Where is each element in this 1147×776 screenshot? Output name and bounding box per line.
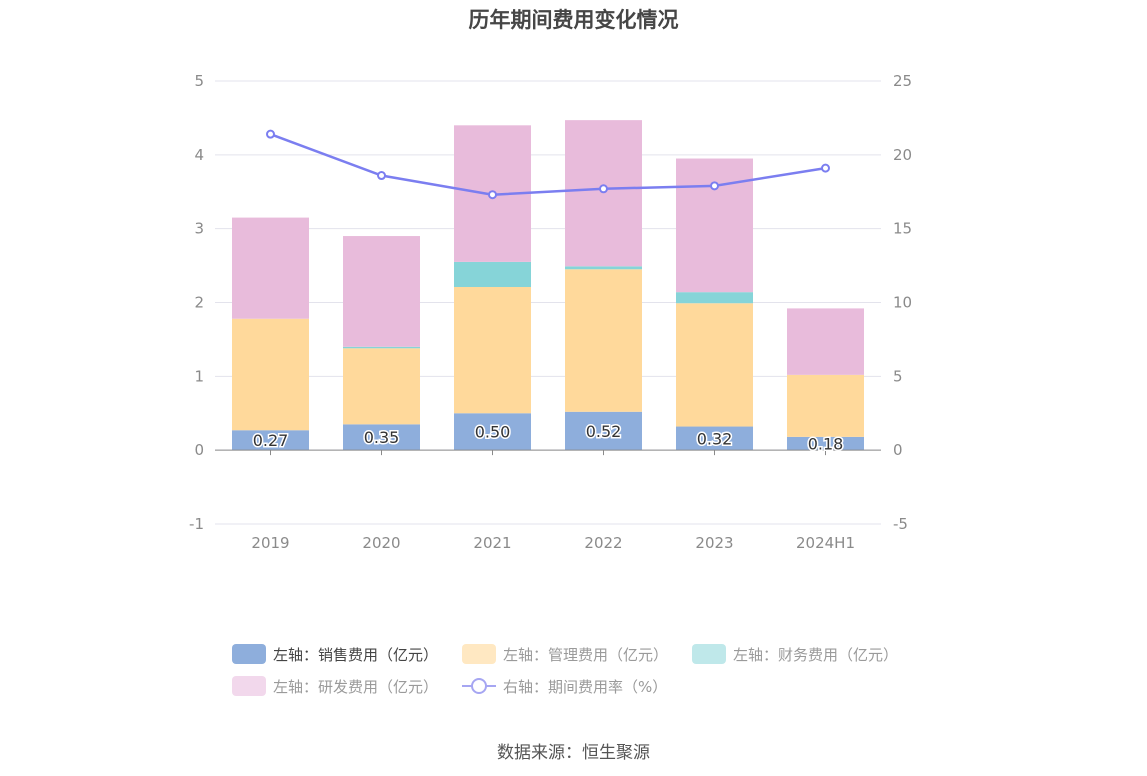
y-right-tick-label: -5 (893, 515, 908, 533)
bar-data-label: 0.50 (475, 423, 511, 442)
y-left-tick-label: 3 (194, 220, 204, 238)
expense-rate-point (266, 129, 275, 139)
x-tick-label: 2022 (584, 534, 622, 552)
bar-data-label: 0.32 (697, 429, 733, 448)
chart-legend: 左轴：销售费用（亿元） 左轴：管理费用（亿元） 左轴：财务费用（亿元） 左轴：研… (232, 638, 952, 702)
stacked-bar-line-chart: -1 0 1 2 3 4 5 -5 0 5 10 15 20 25 2019 2020 2021 2022 2023… (189, 72, 912, 552)
bar-segment (787, 436, 864, 451)
expense-rate-point (710, 181, 719, 191)
bar-segment (232, 430, 309, 451)
legend-swatch-finance (692, 644, 727, 664)
data-source: 数据来源：恒生聚源 (497, 743, 650, 763)
y-right-tick-label: 10 (893, 294, 912, 312)
x-tick-label: 2021 (473, 534, 511, 552)
expense-rate-point (488, 190, 497, 200)
legend-label-sales: 左轴：销售费用（亿元） (273, 645, 439, 664)
bar-segment (454, 261, 531, 287)
legend-label-expense-rate: 右轴：期间费用率（%） (503, 677, 668, 696)
y-left-tick-label: 5 (194, 72, 204, 90)
bar-data-label: 0.35 (364, 428, 400, 447)
bar-segment (676, 303, 753, 427)
x-tick-label: 2020 (362, 534, 400, 552)
bar-segment (676, 292, 753, 304)
x-tick-label: 2019 (251, 534, 289, 552)
legend-swatch-sales (232, 644, 266, 664)
legend-label-rnd: 左轴：研发费用（亿元） (273, 677, 439, 696)
bar-data-label: 0.27 (253, 431, 289, 450)
bar-segment (787, 308, 864, 375)
bar-segment (343, 346, 420, 349)
expense-rate-point (599, 184, 608, 194)
y-left-tick-label: -1 (189, 515, 204, 533)
y-right-tick-label: 25 (893, 72, 912, 90)
legend-label-admin: 左轴：管理费用（亿元） (503, 645, 669, 664)
bar-segment (343, 424, 420, 451)
bar-segment (343, 236, 420, 347)
x-tick-label: 2023 (695, 534, 733, 552)
bar-segment (787, 374, 864, 437)
bar-segment (565, 411, 642, 451)
y-left-tick-label: 0 (194, 441, 204, 459)
expense-rate-point (821, 163, 830, 173)
bar-segment (565, 266, 642, 270)
bar-segment (454, 413, 531, 451)
bar-segment (232, 318, 309, 431)
legend-swatch-admin (462, 644, 497, 664)
y-left-tick-label: 2 (194, 294, 204, 312)
expense-rate-line (270, 132, 826, 196)
bar-segment (565, 269, 642, 412)
bar-data-label: 0.52 (586, 422, 622, 441)
legend-item-finance[interactable]: 左轴：财务费用（亿元） (692, 644, 898, 665)
legend-label-finance: 左轴：财务费用（亿元） (733, 645, 899, 664)
x-tick-label: 2024H1 (796, 534, 855, 552)
bar-segment (232, 217, 309, 319)
expense-rate-point (377, 171, 386, 181)
legend-item-rnd[interactable]: 左轴：研发费用（亿元） (232, 676, 438, 697)
y-right-tick-label: 20 (893, 146, 912, 164)
legend-swatch-rnd (232, 676, 266, 696)
bar-segment (454, 286, 531, 414)
legend-item-sales[interactable]: 左轴：销售费用（亿元） (232, 644, 438, 665)
y-right-tick-label: 5 (893, 367, 903, 385)
chart-title: 历年期间费用变化情况 (468, 8, 679, 32)
bar-segment (676, 426, 753, 451)
bar-data-label: 0.18 (808, 435, 844, 454)
legend-line-marker-icon (462, 676, 497, 696)
y-left-tick-label: 1 (194, 367, 204, 385)
y-right-tick-label: 0 (893, 441, 903, 459)
legend-item-expense-rate[interactable]: 右轴：期间费用率（%） (462, 676, 667, 697)
y-right-tick-label: 15 (893, 220, 912, 238)
y-left-tick-label: 4 (194, 146, 204, 164)
bar-segment (343, 348, 420, 425)
bar-segment (676, 158, 753, 293)
legend-item-admin[interactable]: 左轴：管理费用（亿元） (462, 644, 668, 665)
